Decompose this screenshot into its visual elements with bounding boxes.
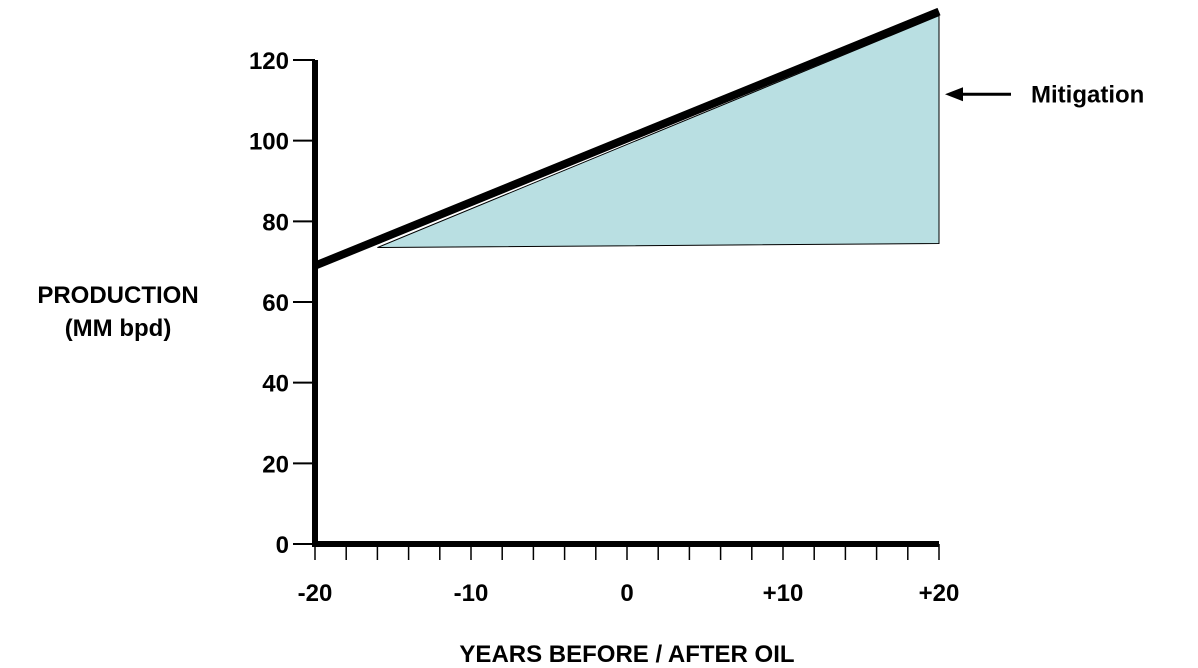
x-tick-label: -20 bbox=[298, 580, 333, 607]
y-tick-label: 100 bbox=[249, 129, 289, 156]
axes-layer bbox=[293, 59, 940, 560]
labels-layer: 0 20 40 60 80 100 120 -20 -10 0 +10 +20 YEARS BEFORE… bbox=[37, 48, 1144, 668]
mitigation-label: Mitigation bbox=[1031, 81, 1144, 108]
y-tick-label: 20 bbox=[262, 451, 289, 478]
x-tick-label: +20 bbox=[919, 580, 960, 607]
mitigation-area bbox=[377, 14, 940, 249]
mitigation-area-layer bbox=[377, 14, 940, 249]
y-tick-label: 60 bbox=[262, 290, 289, 317]
x-tick-label: -10 bbox=[454, 580, 489, 607]
y-tick-label: 120 bbox=[249, 48, 289, 75]
y-axis-title-line-1: PRODUCTION bbox=[37, 282, 198, 309]
x-tick-label: 0 bbox=[620, 580, 633, 607]
y-tick-label: 0 bbox=[276, 532, 289, 559]
x-axis-title: YEARS BEFORE / AFTER OIL bbox=[459, 641, 794, 668]
x-tick-label: +10 bbox=[763, 580, 804, 607]
y-axis-title-line-2: (MM bpd) bbox=[65, 315, 172, 342]
y-tick-label: 40 bbox=[262, 371, 289, 398]
y-tick-label: 80 bbox=[262, 209, 289, 236]
demand-line-layer bbox=[313, 7, 941, 270]
demand-line bbox=[313, 7, 941, 270]
mitigation-arrow-head bbox=[945, 87, 963, 102]
